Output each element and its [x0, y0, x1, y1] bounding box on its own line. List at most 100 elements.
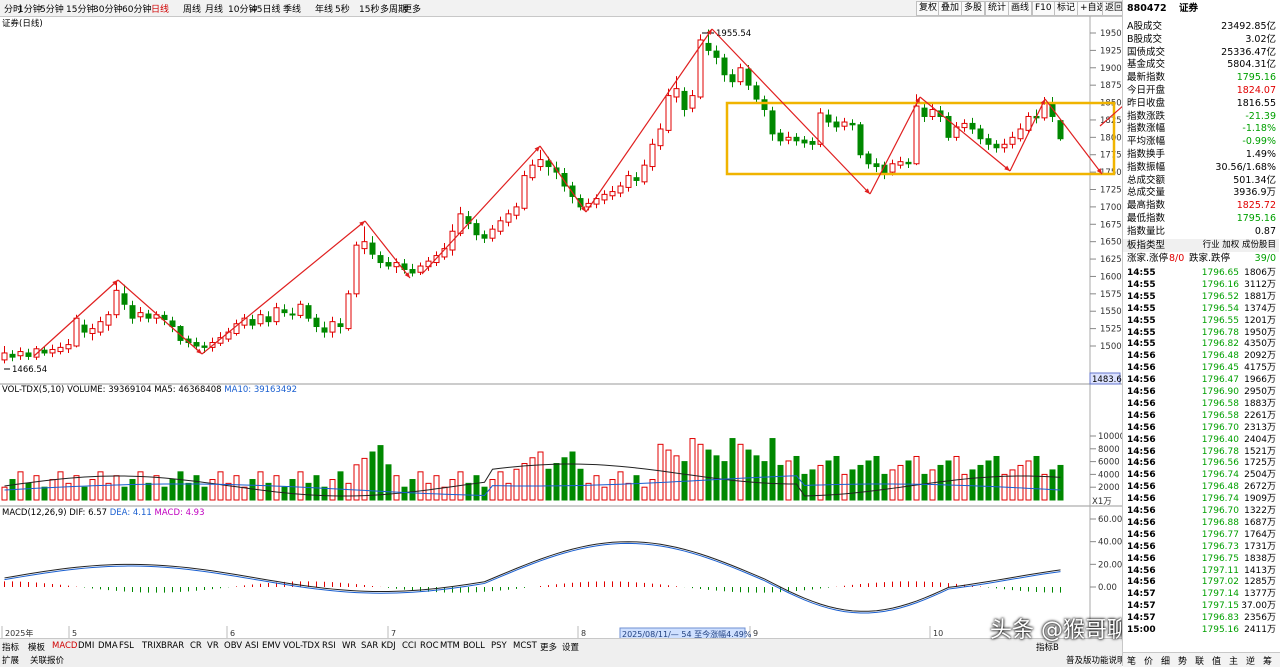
toolbar-button-0[interactable]: 复权 [916, 1, 941, 16]
indicator-tab-5[interactable]: FSL [119, 641, 134, 651]
period-1[interactable]: 1分钟 [18, 5, 42, 15]
panel-tab-1[interactable]: 价 [1144, 657, 1154, 667]
toolbar-button-6[interactable]: 标记 [1054, 1, 1079, 16]
panel-tab-7[interactable]: 逆 [1246, 657, 1256, 667]
indicator-tab-1[interactable]: 模板 [28, 643, 46, 653]
quote-value: 0.87 [1254, 225, 1276, 237]
panel-tab-2[interactable]: 细 [1161, 657, 1171, 667]
tick-price: 1796.90 [1201, 387, 1239, 397]
volume-bar [673, 455, 680, 501]
period-14[interactable]: 15秒 [359, 5, 380, 15]
quote-label: 指数量比 [1127, 225, 1166, 237]
period-13[interactable]: 5秒 [335, 5, 350, 15]
bottom-right-1[interactable]: 普及版功能说明 [1066, 656, 1126, 666]
trend-arrow [585, 28, 713, 213]
volume-bar [1049, 469, 1056, 501]
volume-bar [657, 443, 664, 501]
indicator-tab-4[interactable]: DMA [98, 641, 118, 651]
panel-tab-5[interactable]: 值 [1212, 657, 1222, 667]
volume-bar [81, 486, 88, 501]
period-0[interactable]: 分时 [4, 5, 23, 15]
indicator-tab-7[interactable]: BRAR [161, 641, 185, 651]
toolbar-button-2[interactable]: 多股 [961, 1, 986, 16]
indicator-tab-15[interactable]: WR [342, 641, 357, 651]
period-4[interactable]: 30分钟 [93, 5, 123, 15]
candle-body [417, 265, 424, 273]
period-15[interactable]: 多周期 [380, 5, 408, 15]
period-11[interactable]: 季线 [283, 5, 302, 15]
indicator-tab-14[interactable]: RSI [322, 641, 336, 651]
candle-body [649, 143, 656, 168]
indicator-tab-24[interactable]: 更多 [540, 643, 558, 653]
toolbar-button-3[interactable]: 统计 [985, 1, 1010, 16]
volume-bar [441, 486, 448, 501]
indicator-tab-20[interactable]: MTM [440, 641, 460, 651]
volume-bar [113, 475, 120, 501]
candle-body [529, 164, 536, 179]
tick-row: 14:57 1797.15 37.00万 [1123, 600, 1279, 612]
period-8[interactable]: 月线 [205, 5, 224, 15]
candle-body [609, 191, 616, 197]
bottom-sub-1[interactable]: 关联报价 [30, 656, 65, 666]
indicator-tab-17[interactable]: KDJ [381, 641, 396, 651]
bottom-sub-0[interactable]: 扩展 [2, 656, 20, 666]
tick-volume: 1725万 [1244, 458, 1276, 469]
panel-tab-4[interactable]: 联 [1195, 657, 1205, 667]
panel-tab-6[interactable]: 主 [1229, 657, 1239, 667]
candle-body [137, 312, 144, 318]
macd-header: MACD(12,26,9) DIF: 6.57 DEA: 4.11 MACD: … [2, 508, 205, 518]
indicator-tab-9[interactable]: VR [207, 641, 219, 651]
tick-time: 14:56 [1127, 541, 1156, 552]
trend-arrowhead [915, 97, 920, 103]
indicator-tab-10[interactable]: OBV [224, 641, 243, 651]
candle-body [705, 42, 712, 51]
period-3[interactable]: 15分钟 [66, 5, 96, 15]
period-10[interactable]: 45日线 [251, 5, 281, 15]
period-7[interactable]: 周线 [183, 5, 202, 15]
indicator-tab-21[interactable]: BOLL [463, 641, 485, 651]
panel-tab-3[interactable]: 势 [1178, 657, 1188, 667]
tick-time: 14:56 [1127, 470, 1156, 481]
bottom-right-0[interactable]: 指标B [1036, 643, 1059, 653]
period-16[interactable]: 更多 [403, 5, 422, 15]
candle-body [721, 57, 728, 76]
indicator-tab-25[interactable]: 设置 [562, 643, 580, 653]
indicator-tab-3[interactable]: DMI [78, 641, 95, 651]
chart-area[interactable]: 1950192519001875185018251800177517501725… [0, 16, 1122, 638]
indicator-tab-22[interactable]: PSY [491, 641, 507, 651]
panel-tab-8[interactable]: 筹 [1263, 657, 1273, 667]
indicator-tab-12[interactable]: EMV [262, 641, 281, 651]
toolbar-button-1[interactable]: 叠加 [938, 1, 963, 16]
indicator-tab-0[interactable]: 指标 [2, 643, 20, 653]
volume-bar [57, 471, 64, 501]
toolbar-button-4[interactable]: 画线 [1008, 1, 1033, 16]
candle-body [473, 223, 480, 236]
trend-arrowhead [1004, 165, 1010, 171]
indicator-tab-16[interactable]: SAR [361, 641, 379, 651]
trend-arrow [201, 220, 366, 355]
trend-arrowhead [404, 272, 410, 278]
panel-tab-0[interactable]: 笔 [1127, 657, 1137, 667]
toolbar-button-5[interactable]: F10 [1032, 1, 1055, 16]
period-9[interactable]: 10分钟 [228, 5, 258, 15]
indicator-tab-19[interactable]: ROC [420, 641, 439, 651]
period-12[interactable]: 年线 [315, 5, 334, 15]
indicator-tab-11[interactable]: ASI [245, 641, 259, 651]
period-5[interactable]: 60分钟 [122, 5, 152, 15]
volume-bar [481, 486, 488, 501]
price-tick-label: 1925 [1100, 46, 1122, 56]
period-6[interactable]: 日线 [151, 5, 170, 15]
period-2[interactable]: 5分钟 [40, 5, 64, 15]
indicator-tab-2[interactable]: MACD [52, 641, 78, 651]
month-label: 7 [391, 629, 396, 638]
consolidation-box [725, 101, 1116, 176]
indicator-tab-13[interactable]: VOL-TDX [283, 641, 320, 651]
type-value[interactable]: 行业 加权 成份股目 [1202, 240, 1276, 250]
volume-bar [585, 482, 592, 501]
indicator-tab-23[interactable]: MCST [513, 641, 537, 651]
tick-volume: 2672万 [1244, 482, 1276, 493]
indicator-tab-8[interactable]: CR [190, 641, 202, 651]
indicator-tab-18[interactable]: CCI [402, 641, 417, 651]
indicator-tab-6[interactable]: TRIX [142, 641, 162, 651]
volume-tick-label: 10000 [1098, 432, 1122, 442]
